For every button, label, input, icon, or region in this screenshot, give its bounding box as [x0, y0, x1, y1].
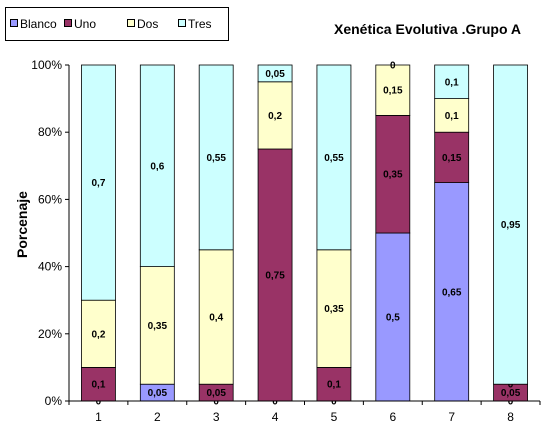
bar-segment [81, 64, 116, 301]
legend-label: Tres [188, 17, 212, 31]
data-label: 0,05 [148, 388, 168, 399]
y-axis-label: Porcenaje [14, 191, 30, 258]
data-label: 0,55 [206, 153, 226, 164]
y-tick-label: 60% [38, 192, 62, 206]
x-tick-label: 2 [154, 410, 161, 424]
x-tick-label: 7 [448, 410, 455, 424]
data-label: 0,1 [91, 380, 105, 391]
legend-swatch [127, 19, 135, 27]
data-label: 0,2 [268, 111, 282, 122]
data-label: 0,95 [501, 220, 521, 231]
legend: Blanco Uno Dos Tres [5, 7, 229, 41]
bar-segment [434, 98, 470, 133]
data-label: 0,05 [206, 388, 226, 399]
data-label: 0,05 [501, 388, 521, 399]
y-tick-label: 40% [38, 260, 62, 274]
legend-item: Dos [127, 18, 158, 30]
x-tick-label: 6 [389, 410, 396, 424]
data-label: 0 [272, 397, 278, 408]
bar-segment [316, 64, 352, 251]
bar-segment [434, 64, 470, 99]
bar-segment [139, 64, 175, 268]
data-label: 0,1 [327, 380, 341, 391]
bar-segment [316, 249, 352, 368]
data-label: 0,15 [383, 86, 403, 97]
data-label: 0 [331, 397, 337, 408]
plot-area: 00,10,20,70,050,350,600,050,40,5500,750,… [81, 61, 528, 408]
bar-segment [493, 64, 528, 385]
legend-label: Uno [74, 17, 97, 31]
x-tick-label: 3 [213, 410, 220, 424]
bar-segment [316, 366, 352, 402]
data-label: 0,75 [265, 271, 285, 282]
legend-item: Blanco [10, 18, 57, 30]
bar-segment [257, 81, 293, 150]
bar-segment [198, 64, 234, 251]
data-label: 0,1 [445, 77, 459, 88]
data-label: 0,4 [209, 313, 223, 324]
data-label: 0,35 [324, 304, 344, 315]
data-label: 0,1 [445, 111, 459, 122]
y-axis: 0% 20% 40% 60% 80% 100% [31, 58, 70, 408]
data-label: 0,6 [150, 161, 164, 172]
data-label: 0,5 [386, 313, 400, 324]
data-label: 0,35 [383, 170, 403, 181]
x-tick-label: 5 [331, 410, 338, 424]
data-label: 0 [96, 397, 102, 408]
x-tick-label: 1 [95, 410, 102, 424]
data-label: 0,65 [442, 287, 462, 298]
data-label: 0,55 [324, 153, 344, 164]
y-tick-label: 100% [31, 58, 62, 72]
legend-swatch [178, 19, 186, 27]
bar-segment [257, 64, 293, 83]
y-tick-label: 0% [45, 394, 63, 408]
x-axis: 1 2 3 4 5 6 7 8 [68, 400, 541, 424]
data-label: 0,15 [442, 153, 462, 164]
data-label: 0,7 [91, 178, 105, 189]
legend-label: Blanco [20, 17, 57, 31]
bar-segment [198, 249, 234, 385]
legend-swatch [10, 19, 18, 27]
data-label: 0,2 [91, 329, 105, 340]
legend-item: Tres [178, 18, 212, 30]
data-label: 0,05 [265, 69, 285, 80]
bar-segment [375, 64, 411, 116]
data-label: 0,35 [148, 321, 168, 332]
y-tick-label: 80% [38, 125, 62, 139]
data-label: 0 [508, 380, 514, 391]
x-tick-label: 4 [272, 410, 279, 424]
bar-segment [257, 148, 293, 402]
x-tick-label: 8 [507, 410, 514, 424]
legend-swatch [64, 19, 72, 27]
bar-segment [375, 115, 411, 234]
legend-item: Uno [64, 18, 96, 30]
bar-segment [81, 299, 116, 368]
data-label: 0 [213, 397, 219, 408]
data-label: 0 [508, 397, 514, 408]
chart-title: Xenética Evolutiva .Grupo A [334, 21, 521, 37]
legend-label: Dos [137, 17, 159, 31]
data-label: 0 [390, 61, 396, 72]
bar-segment [434, 182, 470, 402]
y-tick-label: 20% [38, 327, 62, 341]
bar-segment [375, 232, 411, 402]
